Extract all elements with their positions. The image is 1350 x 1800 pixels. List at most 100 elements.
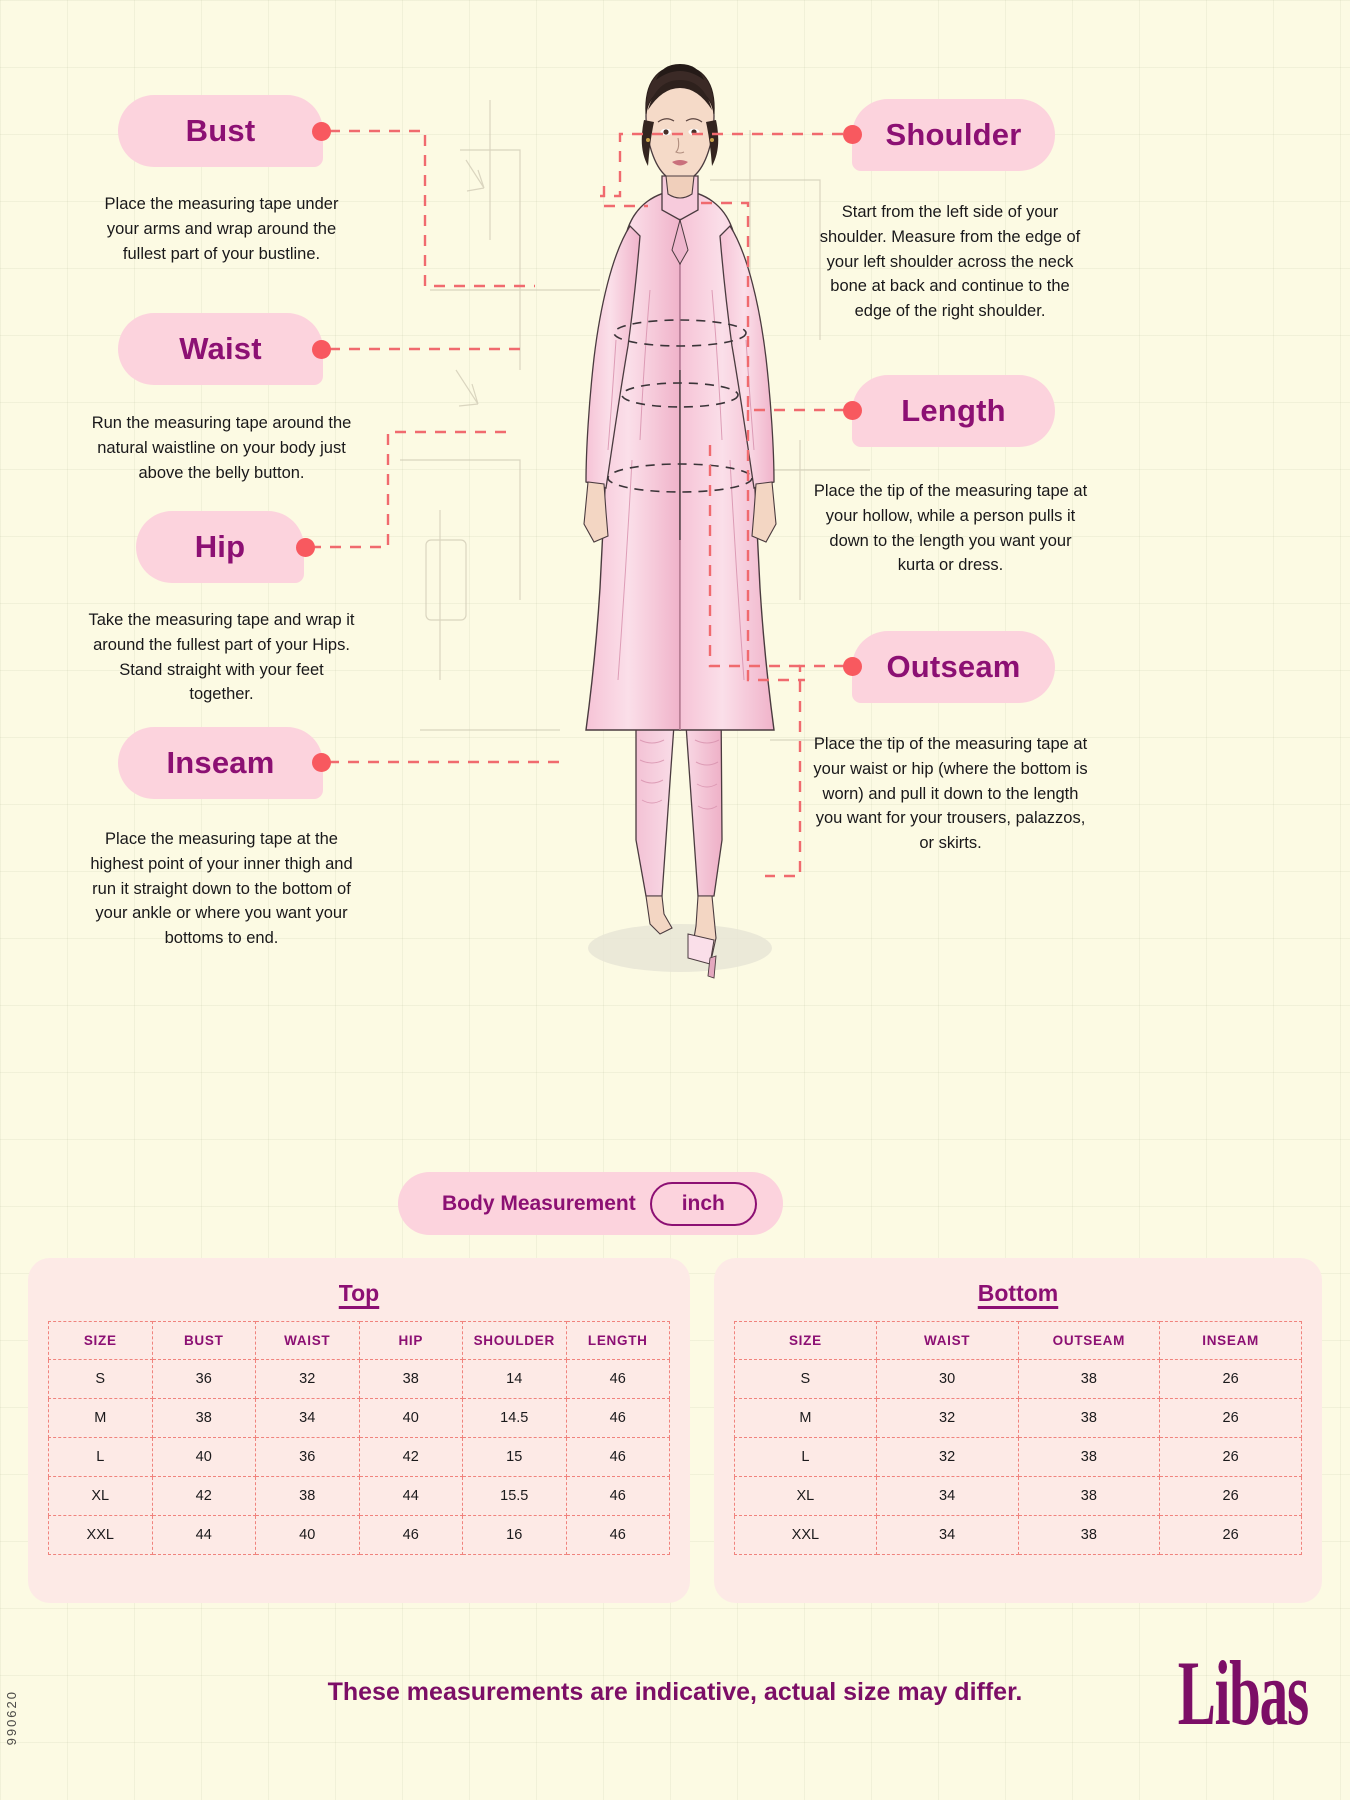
table-top: SIZE BUST WAIST HIP SHOULDER LENGTH S 36 32 38 14… [48, 1321, 670, 1555]
table-header-cell: INSEAM [1159, 1321, 1302, 1360]
table-cell-value: 40 [255, 1515, 360, 1555]
connector-dot-shoulder [843, 125, 862, 144]
table-cell-value: 36 [255, 1437, 360, 1477]
body-measurement-label: Body Measurement [442, 1191, 636, 1215]
table-cell-size: S [48, 1359, 153, 1399]
table-header-cell: SIZE [734, 1321, 877, 1360]
table-cell-value: 34 [255, 1398, 360, 1438]
desc-bust: Place the measuring tape under your arms… [104, 195, 339, 263]
table-header-cell: LENGTH [565, 1321, 670, 1360]
table-cell-value: 26 [1159, 1437, 1302, 1477]
table-header-cell: SHOULDER [462, 1321, 567, 1360]
measurement-unit-toggle[interactable]: inch [649, 1181, 757, 1226]
body-measurement-badge: Body Measurement inch [398, 1172, 783, 1235]
table-cell-value: 38 [1017, 1437, 1161, 1477]
table-cell-value: 46 [565, 1398, 670, 1438]
table-cell-size: XXL [48, 1515, 153, 1555]
table-cell-value: 42 [151, 1476, 256, 1516]
table-cell-value: 38 [1017, 1515, 1161, 1555]
size-table-top: Top SIZE BUST WAIST HIP SHOULDER LENGTH S 36 32… [28, 1258, 690, 1603]
table-cell-value: 14 [462, 1359, 567, 1399]
table-cell-value: 26 [1159, 1398, 1302, 1438]
label-outseam-title: Outseam [886, 649, 1021, 684]
table-cell-size: L [734, 1437, 877, 1477]
desc-inseam: Place the measuring tape at the highest … [90, 830, 353, 947]
disclaimer-text: These measurements are indicative, actua… [327, 1678, 1023, 1706]
table-header-cell: WAIST [875, 1321, 1019, 1360]
table-cell-value: 38 [1017, 1398, 1161, 1438]
table-cell-value: 26 [1159, 1359, 1302, 1399]
label-pill-shoulder[interactable]: Shoulder [852, 99, 1055, 171]
table-cell-value: 15 [462, 1437, 567, 1477]
label-pill-hip[interactable]: Hip [136, 511, 304, 583]
table-cell-value: 46 [565, 1515, 670, 1555]
label-hip-title: Hip [194, 529, 246, 564]
label-bust-title: Bust [185, 113, 256, 148]
table-row: L 32 38 26 [734, 1437, 1302, 1477]
table-cell-size: XL [734, 1476, 877, 1516]
table-cell-value: 26 [1159, 1515, 1302, 1555]
table-cell-value: 26 [1159, 1476, 1302, 1516]
table-cell-size: XL [48, 1476, 153, 1516]
table-cell-value: 32 [875, 1398, 1019, 1438]
table-cell-value: 38 [1017, 1476, 1161, 1516]
table-row: XL 34 38 26 [734, 1476, 1302, 1516]
connector-dot-length [843, 401, 862, 420]
table-cell-size: XXL [734, 1515, 877, 1555]
table-cell-size: M [734, 1398, 877, 1438]
table-header-row: SIZE WAIST OUTSEAM INSEAM [734, 1321, 1302, 1360]
table-cell-value: 46 [565, 1476, 670, 1516]
label-pill-length[interactable]: Length [852, 375, 1055, 447]
table-cell-value: 36 [151, 1359, 256, 1399]
table-cell-value: 34 [875, 1515, 1019, 1555]
side-code: 990620 [4, 1690, 19, 1746]
label-waist-title: Waist [179, 331, 262, 366]
label-pill-waist[interactable]: Waist [118, 313, 323, 385]
label-shoulder-title: Shoulder [885, 117, 1022, 152]
table-row: M 38 34 40 14.5 46 [48, 1398, 670, 1438]
connector-dot-hip [296, 538, 315, 557]
table-header-cell: OUTSEAM [1017, 1321, 1161, 1360]
table-cell-value: 40 [358, 1398, 463, 1438]
size-table-bottom: Bottom SIZE WAIST OUTSEAM INSEAM S 30 38 26 M 32… [714, 1258, 1322, 1603]
table-title-top: Top [338, 1280, 380, 1306]
table-header-cell: HIP [358, 1321, 463, 1360]
table-cell-value: 46 [358, 1515, 463, 1555]
table-cell-size: S [734, 1359, 877, 1399]
table-header-cell: SIZE [48, 1321, 153, 1360]
table-header-cell: BUST [151, 1321, 256, 1360]
label-pill-outseam[interactable]: Outseam [852, 631, 1055, 703]
table-cell-value: 46 [565, 1437, 670, 1477]
table-cell-value: 42 [358, 1437, 463, 1477]
table-header-cell: WAIST [255, 1321, 360, 1360]
table-row: XXL 34 38 26 [734, 1515, 1302, 1555]
table-row: M 32 38 26 [734, 1398, 1302, 1438]
table-cell-size: L [48, 1437, 153, 1477]
table-cell-value: 32 [875, 1437, 1019, 1477]
table-cell-value: 30 [875, 1359, 1019, 1399]
table-row: XXL 44 40 46 16 46 [48, 1515, 670, 1555]
table-cell-value: 16 [462, 1515, 567, 1555]
table-cell-value: 38 [1017, 1359, 1161, 1399]
table-cell-value: 44 [358, 1476, 463, 1516]
connector-dot-outseam [843, 657, 862, 676]
brand-logo: Libas [1177, 1642, 1309, 1744]
table-cell-value: 14.5 [462, 1398, 567, 1438]
table-row: S 36 32 38 14 46 [48, 1359, 670, 1399]
table-row: L 40 36 42 15 46 [48, 1437, 670, 1477]
table-cell-value: 38 [255, 1476, 360, 1516]
connector-dot-waist [312, 340, 331, 359]
label-length-title: Length [901, 393, 1006, 428]
desc-waist: Run the measuring tape around the natura… [91, 414, 352, 482]
table-header-row: SIZE BUST WAIST HIP SHOULDER LENGTH [48, 1321, 670, 1360]
connector-dot-inseam [312, 753, 331, 772]
desc-length: Place the tip of the measuring tape at y… [813, 482, 1088, 575]
table-cell-value: 34 [875, 1476, 1019, 1516]
table-cell-value: 38 [151, 1398, 256, 1438]
table-title-bottom: Bottom [977, 1280, 1059, 1306]
connector-dot-bust [312, 122, 331, 141]
label-pill-inseam[interactable]: Inseam [118, 727, 323, 799]
table-cell-value: 44 [151, 1515, 256, 1555]
table-cell-value: 40 [151, 1437, 256, 1477]
label-pill-bust[interactable]: Bust [118, 95, 323, 167]
